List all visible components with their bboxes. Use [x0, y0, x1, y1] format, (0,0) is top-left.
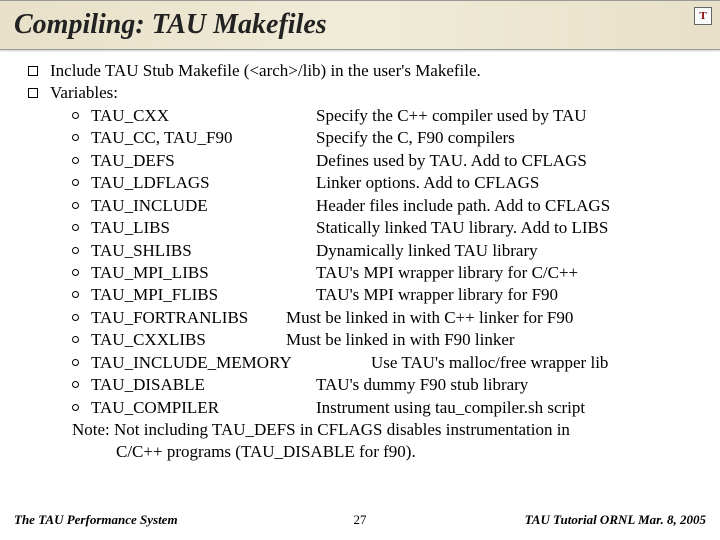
note-line: Note: Not including TAU_DEFS in CFLAGS d…	[72, 419, 702, 441]
tau-logo-icon: T	[694, 7, 712, 25]
variable-description: Statically linked TAU library. Add to LI…	[316, 217, 608, 239]
square-bullet-icon	[28, 88, 38, 98]
variable-row: TAU_DISABLETAU's dummy F90 stub library	[72, 374, 702, 396]
variable-row: TAU_MPI_FLIBSTAU's MPI wrapper library f…	[72, 284, 702, 306]
variable-description: Specify the C, F90 compilers	[316, 127, 515, 149]
bullet-text: Include TAU Stub Makefile (<arch>/lib) i…	[50, 60, 702, 82]
variable-description: Linker options. Add to CFLAGS	[316, 172, 539, 194]
square-bullet-icon	[28, 66, 38, 76]
variable-row: TAU_DEFSDefines used by TAU. Add to CFLA…	[72, 150, 702, 172]
variable-description: TAU's MPI wrapper library for F90	[316, 284, 558, 306]
variable-description: Must be linked in with F90 linker	[286, 329, 515, 351]
variable-row: TAU_LDFLAGSLinker options. Add to CFLAGS	[72, 172, 702, 194]
variable-name: TAU_CC, TAU_F90	[91, 127, 316, 149]
variable-name: TAU_SHLIBS	[91, 240, 316, 262]
variable-row: TAU_INCLUDEHeader files include path. Ad…	[72, 195, 702, 217]
slide-number: 27	[354, 512, 367, 528]
variable-row: TAU_SHLIBSDynamically linked TAU library	[72, 240, 702, 262]
circle-bullet-icon	[72, 269, 79, 276]
circle-bullet-icon	[72, 359, 79, 366]
variable-description: TAU's dummy F90 stub library	[316, 374, 528, 396]
variable-row: TAU_LIBSStatically linked TAU library. A…	[72, 217, 702, 239]
variable-name: TAU_CXXLIBS	[91, 329, 286, 351]
variable-row: TAU_COMPILERInstrument using tau_compile…	[72, 397, 702, 419]
circle-bullet-icon	[72, 291, 79, 298]
circle-bullet-icon	[72, 202, 79, 209]
variable-row: TAU_FORTRANLIBSMust be linked in with C+…	[72, 307, 702, 329]
note-line: C/C++ programs (TAU_DISABLE for f90).	[116, 441, 702, 463]
footer-right: TAU Tutorial ORNL Mar. 8, 2005	[525, 512, 706, 528]
slide-footer: The TAU Performance System 27 TAU Tutori…	[0, 512, 720, 528]
variable-name: TAU_COMPILER	[91, 397, 316, 419]
bullet-level1: Include TAU Stub Makefile (<arch>/lib) i…	[28, 60, 702, 82]
note-text: Note: Not including TAU_DEFS in CFLAGS d…	[72, 420, 570, 439]
circle-bullet-icon	[72, 134, 79, 141]
bullet-level1: Variables:	[28, 82, 702, 104]
circle-bullet-icon	[72, 179, 79, 186]
slide-content: Include TAU Stub Makefile (<arch>/lib) i…	[0, 50, 720, 464]
circle-bullet-icon	[72, 247, 79, 254]
variable-name: TAU_CXX	[91, 105, 316, 127]
circle-bullet-icon	[72, 157, 79, 164]
variable-row: TAU_CC, TAU_F90Specify the C, F90 compil…	[72, 127, 702, 149]
circle-bullet-icon	[72, 381, 79, 388]
variable-description: Instrument using tau_compiler.sh script	[316, 397, 585, 419]
variable-row: TAU_MPI_LIBSTAU's MPI wrapper library fo…	[72, 262, 702, 284]
variable-name: TAU_FORTRANLIBS	[91, 307, 286, 329]
variable-description: Use TAU's malloc/free wrapper lib	[371, 352, 608, 374]
variable-name: TAU_LDFLAGS	[91, 172, 316, 194]
variable-description: Must be linked in with C++ linker for F9…	[286, 307, 573, 329]
variable-description: TAU's MPI wrapper library for C/C++	[316, 262, 578, 284]
circle-bullet-icon	[72, 112, 79, 119]
variable-row: TAU_CXXSpecify the C++ compiler used by …	[72, 105, 702, 127]
variable-name: TAU_LIBS	[91, 217, 316, 239]
variable-name: TAU_INCLUDE_MEMORY	[91, 352, 371, 374]
variable-row: TAU_CXXLIBSMust be linked in with F90 li…	[72, 329, 702, 351]
circle-bullet-icon	[72, 314, 79, 321]
circle-bullet-icon	[72, 336, 79, 343]
variable-name: TAU_INCLUDE	[91, 195, 316, 217]
variable-row: TAU_INCLUDE_MEMORYUse TAU's malloc/free …	[72, 352, 702, 374]
variable-description: Specify the C++ compiler used by TAU	[316, 105, 587, 127]
circle-bullet-icon	[72, 224, 79, 231]
variable-description: Defines used by TAU. Add to CFLAGS	[316, 150, 587, 172]
bullet-text: Variables:	[50, 82, 702, 104]
circle-bullet-icon	[72, 404, 79, 411]
variable-name: TAU_MPI_FLIBS	[91, 284, 316, 306]
slide-title: Compiling: TAU Makefiles	[14, 9, 327, 41]
title-bar: Compiling: TAU Makefiles T	[0, 0, 720, 50]
variable-description: Dynamically linked TAU library	[316, 240, 538, 262]
variable-description: Header files include path. Add to CFLAGS	[316, 195, 610, 217]
footer-left: The TAU Performance System	[14, 512, 178, 528]
variable-name: TAU_MPI_LIBS	[91, 262, 316, 284]
variable-name: TAU_DISABLE	[91, 374, 316, 396]
note-text: C/C++ programs (TAU_DISABLE for f90).	[116, 442, 416, 461]
variable-name: TAU_DEFS	[91, 150, 316, 172]
